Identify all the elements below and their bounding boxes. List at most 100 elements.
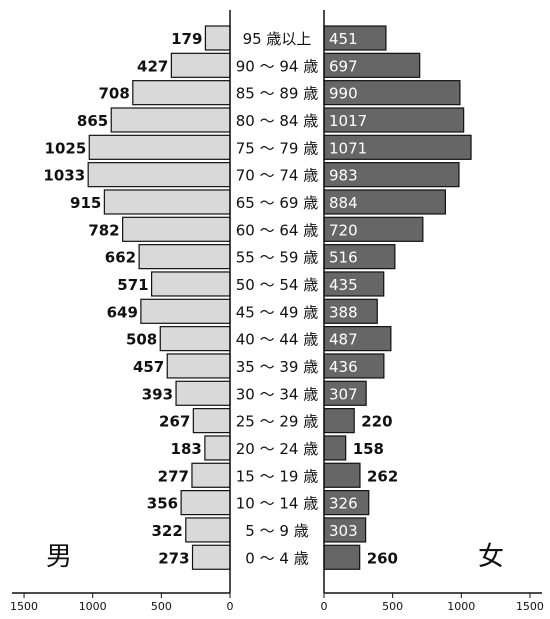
female-x-tick-label: 1500: [516, 600, 544, 613]
male-x-tick-label: 500: [151, 600, 172, 613]
age-group-label: 0 ～ 4 歳: [245, 549, 308, 567]
female-x-tick-label: 500: [382, 600, 403, 613]
female-value-label: 158: [353, 440, 384, 458]
male-bar: [140, 298, 231, 324]
male-bar: [204, 25, 231, 51]
male-value-label: 183: [171, 440, 202, 458]
male-bar: [122, 216, 231, 242]
age-group-label: 85 ～ 89 歳: [236, 85, 318, 103]
male-value-label: 782: [88, 221, 119, 239]
male-series-label: 男: [46, 542, 73, 572]
female-value-label: 1071: [329, 139, 367, 157]
male-value-label: 179: [171, 30, 202, 48]
female-value-label: 307: [329, 385, 358, 403]
female-value-label: 436: [329, 358, 358, 376]
age-group-label: 60 ～ 64 歳: [236, 221, 318, 239]
male-bar: [132, 80, 231, 106]
female-value-label: 720: [329, 221, 358, 239]
male-value-label: 708: [98, 85, 129, 103]
female-bar: [323, 80, 461, 106]
female-x-tick-label: 1000: [447, 600, 475, 613]
male-value-label: 915: [70, 194, 101, 212]
female-bars: 451 697 990 1017 1071 983 884 720 516 435 388 487 43…: [323, 25, 472, 570]
female-value-label: 487: [329, 331, 358, 349]
male-value-label: 1025: [45, 139, 87, 157]
age-group-label: 70 ～ 74 歳: [236, 167, 318, 185]
female-x-tick-label: 0: [321, 600, 328, 613]
female-value-label: 326: [329, 495, 358, 513]
male-bar: [191, 544, 231, 570]
male-value-label: 508: [126, 331, 157, 349]
male-bar: [166, 353, 231, 379]
age-group-label: 25 ～ 29 歳: [236, 413, 318, 431]
male-bar: [192, 408, 231, 434]
age-group-label: 30 ～ 34 歳: [236, 385, 318, 403]
male-bar: [180, 490, 231, 516]
female-value-label: 262: [367, 467, 398, 485]
male-bar: [204, 435, 231, 461]
age-group-label: 10 ～ 14 歳: [236, 495, 318, 513]
male-bar: [170, 52, 231, 78]
male-bar: [159, 326, 231, 352]
female-value-label: 303: [329, 522, 358, 540]
male-value-label: 356: [147, 495, 178, 513]
male-bar: [88, 134, 231, 160]
female-value-label: 451: [329, 30, 358, 48]
female-value-label: 220: [361, 413, 392, 431]
male-value-label: 277: [158, 467, 189, 485]
male-bar: [185, 517, 231, 543]
axes: 1500 1500 1000 1000 500 500 0 0: [10, 10, 544, 613]
female-value-label: 983: [329, 167, 358, 185]
male-bar: [191, 462, 231, 488]
age-group-label: 95 歳以上: [243, 30, 312, 48]
age-group-label: 75 ～ 79 歳: [236, 139, 318, 157]
female-bar: [323, 408, 355, 434]
female-value-label: 260: [367, 549, 398, 567]
male-value-label: 427: [137, 57, 168, 75]
age-group-label: 5 ～ 9 歳: [245, 522, 308, 540]
male-value-label: 865: [77, 112, 108, 130]
female-series-label: 女: [478, 542, 505, 572]
age-group-labels: 95 歳以上 90 ～ 94 歳 85 ～ 89 歳 80 ～ 84 歳 75 ～ 79…: [236, 30, 318, 567]
male-x-tick-label: 1000: [79, 600, 107, 613]
female-value-label: 1017: [329, 112, 367, 130]
female-value-label: 697: [329, 57, 358, 75]
female-value-label: 388: [329, 303, 358, 321]
age-group-label: 35 ～ 39 歳: [236, 358, 318, 376]
age-group-label: 45 ～ 49 歳: [236, 303, 318, 321]
female-value-label: 990: [329, 85, 358, 103]
male-bar: [175, 380, 231, 406]
male-bar: [103, 189, 231, 215]
female-bar: [323, 326, 392, 352]
female-bar: [323, 107, 465, 133]
male-value-label: 649: [107, 303, 138, 321]
male-value-label: 571: [117, 276, 148, 294]
female-value-label: 435: [329, 276, 358, 294]
male-bar: [138, 244, 231, 270]
male-value-label: 662: [105, 249, 136, 267]
female-bar: [323, 353, 385, 379]
male-x-tick-label: 0: [227, 600, 234, 613]
male-value-label: 273: [158, 549, 189, 567]
female-value-label: 516: [329, 249, 358, 267]
female-bar: [323, 134, 472, 160]
male-x-tick-label: 1500: [10, 600, 38, 613]
male-value-label: 1033: [43, 167, 85, 185]
female-bar: [323, 435, 347, 461]
female-bar: [323, 189, 446, 215]
age-group-label: 55 ～ 59 歳: [236, 249, 318, 267]
age-group-label: 50 ～ 54 歳: [236, 276, 318, 294]
female-value-label: 884: [329, 194, 358, 212]
age-group-label: 15 ～ 19 歳: [236, 467, 318, 485]
male-value-label: 267: [159, 413, 190, 431]
age-group-label: 65 ～ 69 歳: [236, 194, 318, 212]
female-bar: [323, 380, 367, 406]
female-bar: [323, 462, 361, 488]
female-bar: [323, 544, 361, 570]
female-bar: [323, 52, 421, 78]
age-group-label: 20 ～ 24 歳: [236, 440, 318, 458]
age-group-label: 90 ～ 94 歳: [236, 57, 318, 75]
female-bar: [323, 298, 378, 324]
male-value-label: 322: [151, 522, 182, 540]
